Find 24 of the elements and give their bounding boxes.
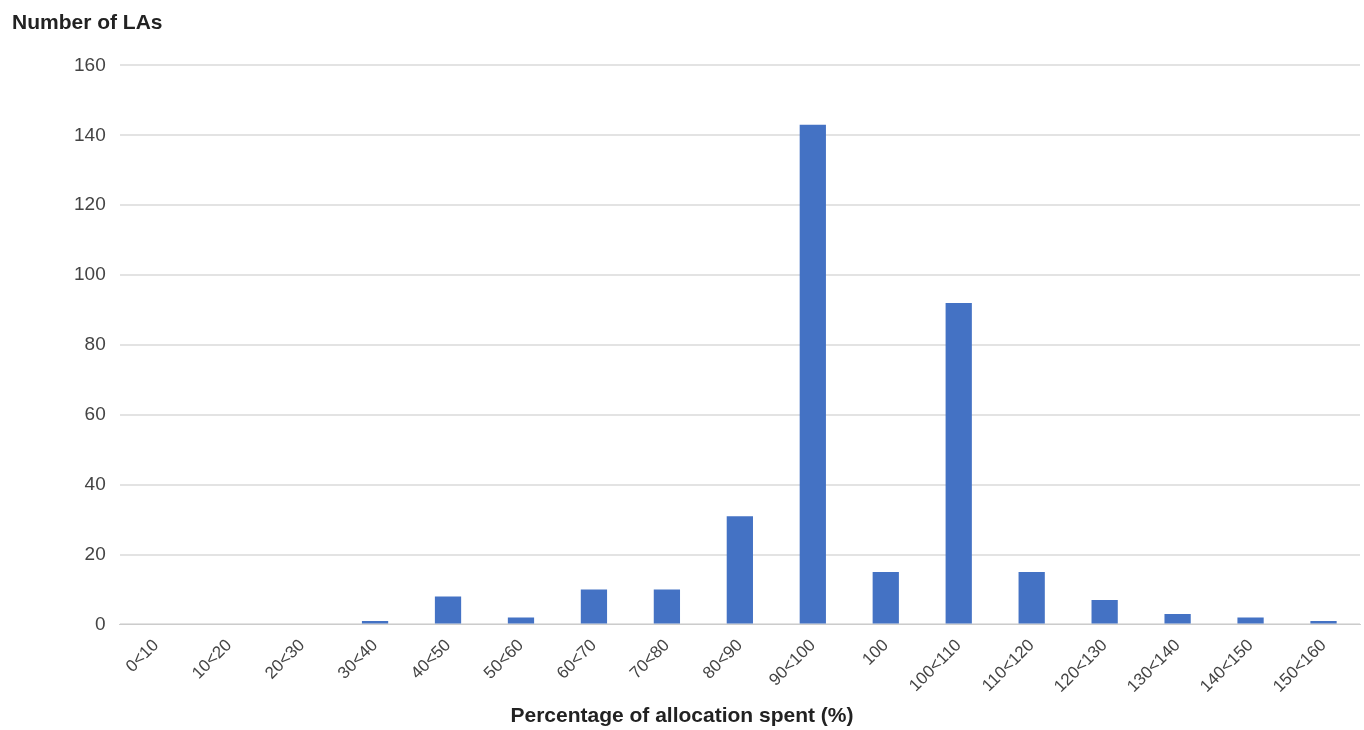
bar: [1164, 613, 1191, 624]
y-tick-label: 60: [84, 403, 106, 425]
y-axis-title: Number of LAs: [12, 10, 163, 34]
y-tick-label: 160: [74, 53, 106, 75]
y-tick-label: 140: [74, 123, 106, 145]
bar: [653, 589, 681, 624]
x-axis-title: Percentage of allocation spent (%): [509, 703, 855, 727]
bar: [945, 302, 972, 624]
y-tick-label: 0: [95, 612, 106, 634]
bar: [799, 124, 826, 624]
y-tick-label: 120: [74, 193, 106, 215]
bar: [434, 596, 462, 624]
y-tick-label: 100: [74, 263, 106, 285]
bar: [872, 572, 899, 624]
bar: [580, 589, 608, 624]
y-tick-label: 40: [84, 472, 106, 494]
bar: [507, 617, 535, 624]
y-tick-label: 80: [84, 333, 106, 355]
x-tick-label: 100: [858, 635, 892, 669]
bar: [726, 516, 753, 624]
bar: [1237, 617, 1264, 624]
y-tick-label: 20: [84, 542, 106, 564]
bar: [1018, 572, 1045, 624]
bar: [1091, 599, 1118, 624]
